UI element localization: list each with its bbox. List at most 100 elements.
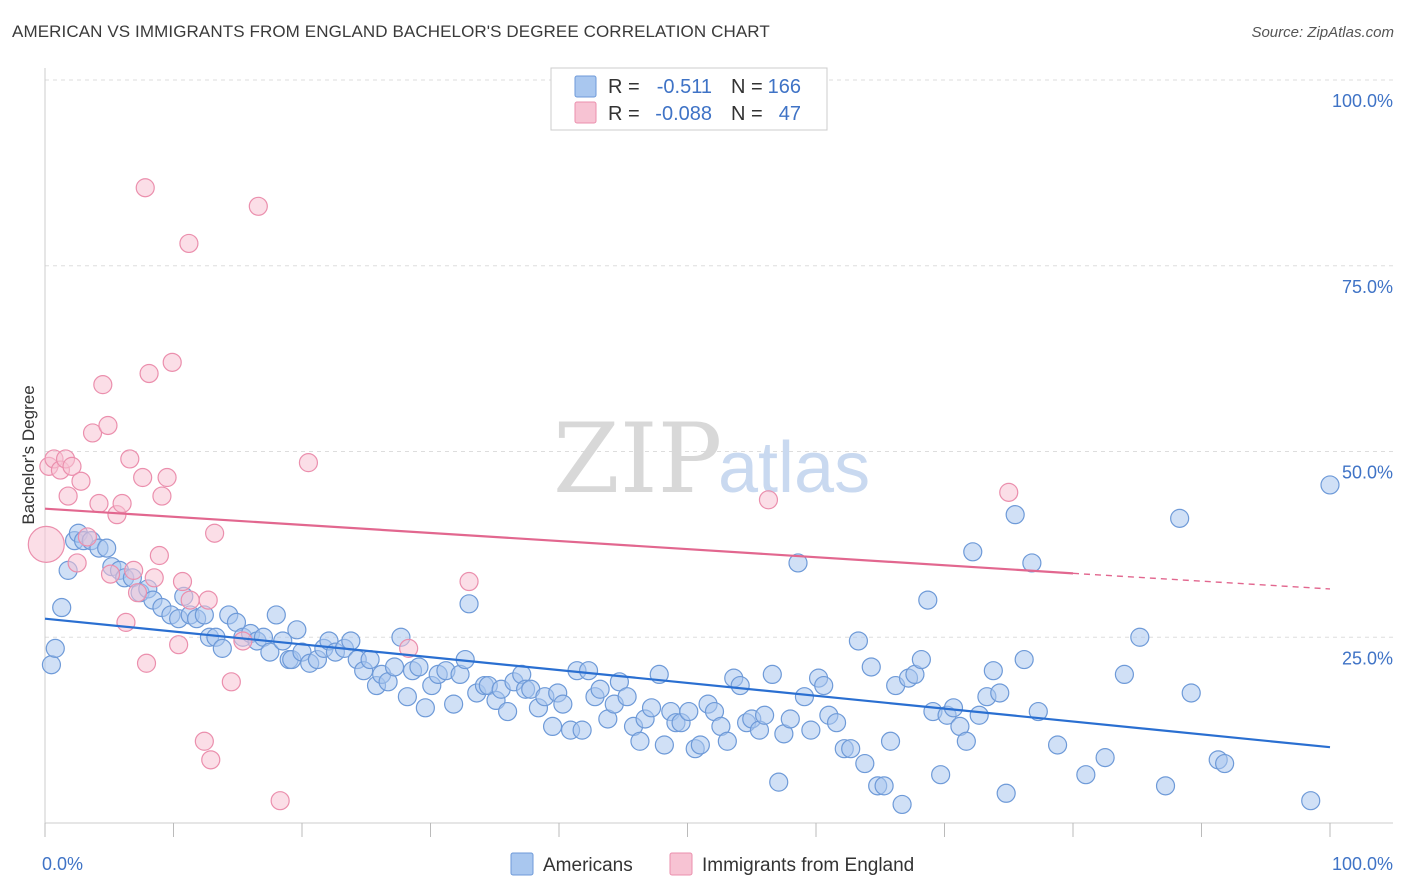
legend: R = -0.511 N = 166 R = -0.088 N = 47 [550, 67, 828, 131]
legend-n-label: N = [731, 103, 763, 125]
bottom-legend: Americans Immigrants from England [510, 852, 914, 876]
immigrants-point [93, 375, 113, 395]
americans-point [384, 657, 405, 677]
immigrants-point [194, 731, 214, 751]
immigrants-point [71, 471, 91, 491]
y-tick-labels: 25.0% 50.0% 75.0% 100.0% [1332, 91, 1393, 668]
americans-point [1301, 791, 1321, 811]
americans-point [690, 735, 710, 755]
americans-point [794, 687, 815, 707]
americans-point [1014, 649, 1034, 670]
americans-point [990, 683, 1010, 703]
immigrants-point [205, 523, 225, 543]
americans-point [814, 675, 834, 696]
americans-point [1215, 753, 1235, 774]
watermark: ZIP atlas [553, 403, 870, 515]
immigrants-point [62, 456, 82, 476]
bottom-legend-swatch-immigrants [669, 852, 693, 876]
immigrants-point [116, 612, 136, 632]
americans-point [801, 720, 821, 740]
americans-point [41, 655, 62, 675]
americans-point [880, 731, 901, 751]
x-tick-label: 100.0% [1332, 854, 1393, 874]
y-tick-label: 75.0% [1342, 277, 1393, 297]
americans-point [1170, 508, 1190, 528]
americans-point [1181, 683, 1201, 703]
americans-point [780, 709, 800, 729]
americans-point [459, 594, 479, 614]
americans-point [444, 694, 464, 714]
immigrants-trend-line [44, 507, 1074, 575]
trend-lines [44, 507, 1331, 749]
americans-point [754, 705, 775, 725]
immigrants-point [89, 493, 109, 514]
immigrants-point [139, 363, 159, 384]
immigrants-point [169, 635, 189, 655]
americans-point [826, 713, 847, 733]
immigrants-point [999, 482, 1019, 502]
americans-point [931, 765, 951, 785]
x-tick-labels: 0.0% 100.0% [42, 854, 1393, 874]
bottom-legend-swatch-americans [510, 852, 534, 876]
y-tick-label: 25.0% [1342, 648, 1393, 668]
legend-box [550, 67, 828, 131]
immigrants-point [67, 553, 87, 573]
immigrants-point [100, 564, 121, 584]
americans-point [717, 731, 737, 751]
americans-point [341, 631, 361, 651]
immigrants-point [124, 560, 144, 580]
americans-point [617, 687, 637, 707]
americans-point [1028, 701, 1048, 722]
americans-point [855, 753, 875, 774]
americans-point [841, 739, 861, 759]
americans-point [983, 661, 1003, 681]
americans-point [1047, 735, 1068, 755]
y-tick-label: 50.0% [1342, 463, 1393, 483]
immigrants-point [221, 672, 241, 692]
x-tick-label: 0.0% [42, 854, 83, 874]
americans-point [578, 661, 599, 681]
gridlines [45, 79, 1393, 638]
immigrants-point [77, 527, 98, 547]
immigrants-point [248, 196, 268, 216]
americans-point [1005, 505, 1025, 525]
americans-point [1130, 627, 1150, 647]
americans-point [590, 679, 610, 699]
y-axis-label: Bachelor's Degree [19, 385, 38, 524]
americans-point [956, 731, 976, 751]
americans-point [679, 701, 699, 722]
americans-point [996, 783, 1016, 803]
americans-point [1114, 664, 1135, 685]
americans-point [969, 705, 989, 725]
americans-point [911, 649, 931, 670]
americans-point [212, 638, 232, 658]
immigrants-point [27, 525, 65, 563]
americans-point [52, 597, 72, 618]
americans-point [630, 731, 650, 751]
immigrants-point [58, 486, 78, 506]
americans-point [287, 620, 307, 640]
legend-r-label: R = [608, 103, 640, 125]
legend-r-label: R = [608, 76, 640, 98]
immigrants-point [162, 352, 182, 372]
immigrants-point [136, 653, 157, 673]
americans-point [360, 649, 380, 670]
immigrants-trend-extension [1072, 572, 1331, 590]
legend-r-value: -0.088 [655, 103, 712, 125]
americans-point [572, 720, 592, 740]
immigrants-point [179, 233, 199, 254]
americans-point [415, 698, 435, 718]
source-label: Source: ZipAtlas.com [1251, 24, 1394, 41]
immigrants-point [157, 467, 177, 488]
legend-n-value: 47 [779, 103, 801, 125]
americans-point [97, 538, 117, 558]
immigrants-point [133, 467, 153, 488]
americans-point [848, 631, 869, 651]
americans-point [260, 642, 280, 662]
americans-point [45, 638, 65, 658]
americans-point [553, 694, 573, 714]
immigrants-point [172, 571, 193, 592]
immigrants-point [758, 490, 779, 510]
immigrants-point [149, 545, 169, 566]
